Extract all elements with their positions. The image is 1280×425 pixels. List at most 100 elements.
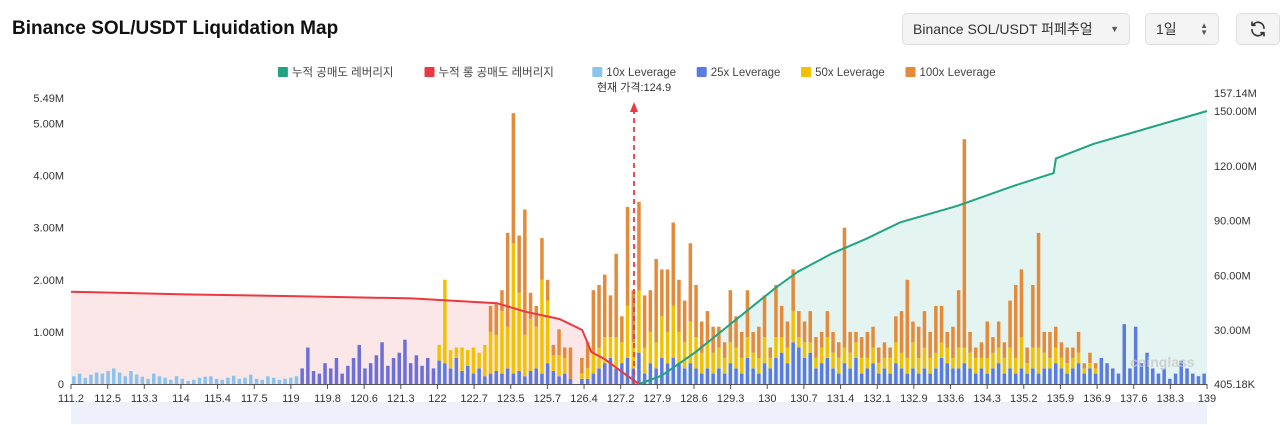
bar-segment-low-leverage <box>83 377 87 384</box>
x-tick-label: 132.1 <box>863 393 891 402</box>
bar-segment-100x <box>1071 347 1075 358</box>
bar-segment-100x <box>654 259 658 343</box>
liquidation-chart: 누적 공매도 레버리지 누적 롱 공매도 레버리지 10x Leverage 25x … <box>33 66 1256 402</box>
bar-segment-low-leverage <box>1196 376 1201 384</box>
bar-segment-50x <box>597 347 601 369</box>
bar-segment-50x <box>762 337 767 364</box>
bar-segment-low-leverage <box>779 352 784 384</box>
bar-segment-100x <box>648 290 653 332</box>
bar-segment-low-leverage <box>962 363 967 384</box>
bar-segment-low-leverage <box>557 376 561 384</box>
bar-segment-low-leverage <box>471 373 476 384</box>
bar-segment-low-leverage <box>819 363 824 384</box>
bar-segment-low-leverage <box>443 363 447 384</box>
bar-segment-low-leverage <box>642 373 647 384</box>
legend-label-lev10: 10x Leverage <box>606 67 676 79</box>
bar-segment-50x <box>877 363 881 374</box>
bar-segment-low-leverage <box>791 342 795 384</box>
bar-segment-low-leverage <box>1173 373 1178 384</box>
bar-segment-low-leverage <box>100 373 105 384</box>
bar-segment-100x <box>945 331 949 348</box>
bar-segment-50x <box>740 358 744 374</box>
bar-segment-50x <box>665 331 670 364</box>
bar-segment-100x <box>939 305 944 343</box>
bar-segment-low-leverage <box>700 373 704 384</box>
bar-segment-low-leverage <box>1054 363 1058 384</box>
market-select-value: Binance SOL/USDT 퍼페추얼 <box>913 21 1093 37</box>
bar-segment-low-leverage <box>671 358 675 384</box>
bar-segment-low-leverage <box>620 363 624 384</box>
bar-segment-50x <box>985 358 989 374</box>
bar-segment-50x <box>1088 363 1092 369</box>
bar-segment-100x <box>608 295 613 338</box>
long-cumulative-line <box>70 290 640 385</box>
bar-segment-50x <box>791 311 795 343</box>
x-tick-label: 121.3 <box>387 393 415 402</box>
bar-segment-50x <box>962 347 967 364</box>
bar-segment-50x <box>974 358 978 374</box>
bar-segment-50x <box>648 331 653 364</box>
period-select[interactable]: 1일 ▲ ▼ <box>1145 13 1219 45</box>
bar-segment-50x <box>979 358 984 369</box>
bar-segment-low-leverage <box>677 363 681 384</box>
bar-segment-low-leverage <box>346 365 350 384</box>
bar-segment-50x <box>802 342 807 358</box>
bar-segment-100x <box>568 347 573 379</box>
bar-segment-low-leverage <box>528 371 533 384</box>
bar-segment-low-leverage <box>1093 373 1098 384</box>
bar-segment-low-leverage <box>323 363 327 384</box>
bar-segment-low-leverage <box>808 352 812 384</box>
bar-segment-low-leverage <box>89 374 93 384</box>
bar-segment-50x <box>871 347 875 364</box>
bar-segment-50x <box>865 358 870 369</box>
zoom-range-slider[interactable] <box>71 402 1207 424</box>
bar-segment-low-leverage <box>317 373 322 384</box>
bar-segment-low-leverage <box>329 368 333 384</box>
bar-segment-low-leverage <box>237 378 242 384</box>
bar-segment-50x <box>894 342 898 364</box>
bar-segment-low-leverage <box>654 368 658 384</box>
bar-segment-100x <box>1031 285 1035 348</box>
bar-segment-low-leverage <box>1065 373 1069 384</box>
bar-segment-low-leverage <box>631 368 635 384</box>
bar-segment-100x <box>831 331 835 353</box>
bar-segment-50x <box>859 358 864 374</box>
bar-segment-low-leverage <box>785 363 790 384</box>
bar-segment-low-leverage <box>214 378 219 384</box>
market-select[interactable]: Binance SOL/USDT 퍼페추얼 ▼ <box>902 13 1130 45</box>
bar-segment-50x <box>825 337 830 358</box>
bar-segment-100x <box>1042 331 1046 353</box>
bar-segment-50x <box>551 355 556 371</box>
bar-segment-low-leverage <box>597 368 601 384</box>
bar-segment-low-leverage <box>448 368 453 384</box>
bar-segment-100x <box>888 347 892 358</box>
bar-segment-50x <box>819 347 824 364</box>
bar-segment-50x <box>837 358 841 374</box>
bar-segment-100x <box>962 139 967 348</box>
bar-segment-low-leverage <box>311 371 316 384</box>
bar-segment-low-leverage <box>1008 368 1012 384</box>
y-right-tick-label: 30.00M <box>1214 325 1251 337</box>
bar-segment-low-leverage <box>306 347 310 384</box>
bar-segment-50x <box>494 334 498 371</box>
bar-segment-100x <box>620 316 624 343</box>
bar-segment-low-leverage <box>134 374 139 384</box>
x-tick-label: 137.6 <box>1120 393 1148 402</box>
bar-segment-low-leverage <box>1019 368 1024 384</box>
bar-segment-100x <box>1008 300 1012 348</box>
bar-segment-50x <box>1002 358 1007 374</box>
bar-segment-100x <box>705 311 710 343</box>
bar-segment-low-leverage <box>249 374 253 384</box>
bar-segment-100x <box>991 337 995 353</box>
bar-segment-low-leverage <box>608 358 613 384</box>
bar-segment-100x <box>1093 363 1098 369</box>
bar-segment-low-leverage <box>505 368 510 384</box>
bar-segment-low-leverage <box>751 368 755 384</box>
refresh-button[interactable] <box>1236 13 1280 45</box>
bar-segment-50x <box>677 331 681 364</box>
bar-segment-100x <box>740 331 744 358</box>
bar-segment-100x <box>700 321 704 353</box>
period-select-value: 1일 <box>1156 21 1177 37</box>
bar-segment-low-leverage <box>1128 368 1132 384</box>
bar-segment-low-leverage <box>614 368 618 384</box>
